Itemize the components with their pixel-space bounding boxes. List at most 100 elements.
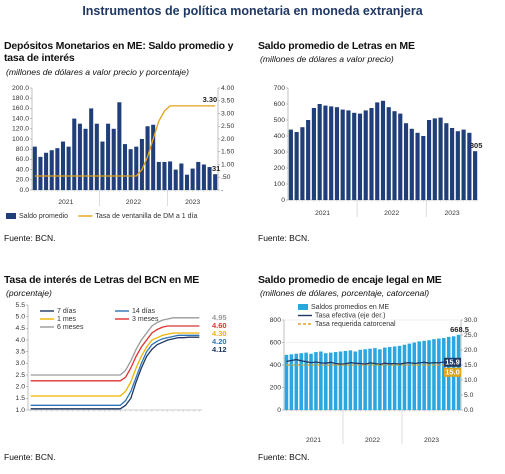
bar [373, 348, 377, 410]
y-tick-label: 5.5 [16, 302, 26, 309]
bar [427, 340, 431, 410]
bar [213, 174, 218, 190]
label-box [444, 367, 461, 377]
bar [32, 146, 37, 190]
bar [348, 350, 353, 410]
y-tick-label: 40.0 [16, 166, 29, 173]
bar [190, 168, 195, 190]
bar [340, 109, 345, 200]
y2-tick-label: 1.00 [221, 161, 234, 168]
y-tick-label: 200 [270, 384, 282, 391]
bar [100, 141, 105, 190]
bar [346, 110, 351, 200]
y-tick-label: 4.5 [16, 325, 26, 332]
bar [353, 351, 358, 410]
line [30, 332, 200, 397]
bar [49, 150, 54, 190]
x-group-label: 2021 [58, 199, 73, 206]
bar [343, 350, 348, 410]
bar [66, 146, 71, 190]
bar [358, 349, 362, 410]
y-tick-label: 1.5 [16, 395, 26, 402]
bar [151, 124, 156, 190]
y-tick-label: 2.5 [16, 372, 26, 379]
bar [207, 167, 212, 190]
bar [417, 341, 421, 410]
bar [334, 107, 340, 200]
legend-label: 6 meses [57, 324, 84, 331]
bar [426, 120, 432, 200]
x-group-label: 2021 [306, 437, 321, 444]
data-label: 15.0 [445, 367, 460, 376]
bar [294, 132, 299, 200]
bar [311, 108, 316, 200]
bar [323, 105, 328, 200]
y-tick-label: 180.0 [12, 95, 29, 102]
x-group-label: 2022 [365, 437, 380, 444]
bar [438, 117, 443, 200]
y-tick-label: 0 [281, 197, 285, 204]
y-tick-label: 4.0 [16, 337, 26, 344]
y2-tick-label: 25.0 [464, 332, 477, 339]
bar [83, 128, 88, 190]
y-tick-label: 200 [274, 165, 286, 172]
y-tick-label: 160.0 [12, 105, 29, 112]
bar [72, 118, 77, 190]
bar [473, 151, 478, 200]
bar [201, 164, 206, 190]
x-group-label: 2022 [126, 199, 141, 206]
bar [421, 136, 426, 200]
data-label: 668.5 [450, 325, 469, 334]
y2-tick-label: 3.00 [221, 110, 234, 117]
bar [450, 128, 455, 200]
y-tick-label: 0 [277, 407, 281, 414]
bar [89, 108, 94, 190]
bar [162, 161, 167, 190]
y2-tick-label: .50 [221, 174, 231, 181]
bar [139, 139, 144, 190]
bar [117, 102, 122, 190]
chart-title: Saldo promedio de encaje legal en ME [258, 274, 442, 286]
bar [77, 123, 82, 190]
bar [300, 127, 305, 200]
bar [314, 352, 318, 410]
legend-label: Saldos promedios en ME [311, 304, 390, 311]
legend-label: Saldo promedio [19, 213, 68, 220]
label-box [444, 357, 461, 367]
line [30, 334, 200, 406]
y2-tick-label: 10.0 [464, 377, 477, 384]
bar [363, 110, 368, 200]
y-tick-label: 600 [274, 101, 286, 108]
bar [173, 169, 178, 190]
chart: 0.0 20.0 40.0 60.0 80.0 100.0 120.0 140.0 160.0 1… [6, 85, 234, 220]
x-group-label: 2021 [315, 210, 330, 217]
line [30, 325, 200, 382]
bar [44, 152, 49, 190]
bar [403, 123, 409, 200]
panel: Saldo promedio de Letras en ME (millones… [256, 40, 505, 243]
x-group-label: 2023 [445, 210, 460, 217]
bar [304, 352, 308, 410]
source: Fuente: BCN. [258, 452, 310, 462]
bar [402, 344, 407, 410]
legend-swatch [6, 213, 16, 219]
bar [328, 352, 333, 410]
source: Fuente: BCN. [4, 452, 56, 462]
chart-title: Tasa de interés de Letras del BCN en ME [4, 274, 200, 286]
source: Fuente: BCN. [258, 233, 310, 243]
bar [60, 141, 66, 190]
bar [444, 123, 449, 200]
legend-label: 14 días [132, 308, 155, 315]
bar [392, 346, 397, 410]
bar [380, 100, 386, 200]
data-label: 15.9 [445, 357, 460, 366]
y-tick-label: 20.0 [16, 177, 29, 184]
y-tick-label: 400 [270, 362, 282, 369]
y-tick-label: 200.0 [12, 85, 29, 92]
y-tick-label: 100 [274, 181, 286, 188]
y-tick-label: 700 [274, 85, 286, 92]
y-tick-label: 0.0 [20, 187, 30, 194]
bar [383, 347, 387, 410]
bar [455, 131, 460, 200]
